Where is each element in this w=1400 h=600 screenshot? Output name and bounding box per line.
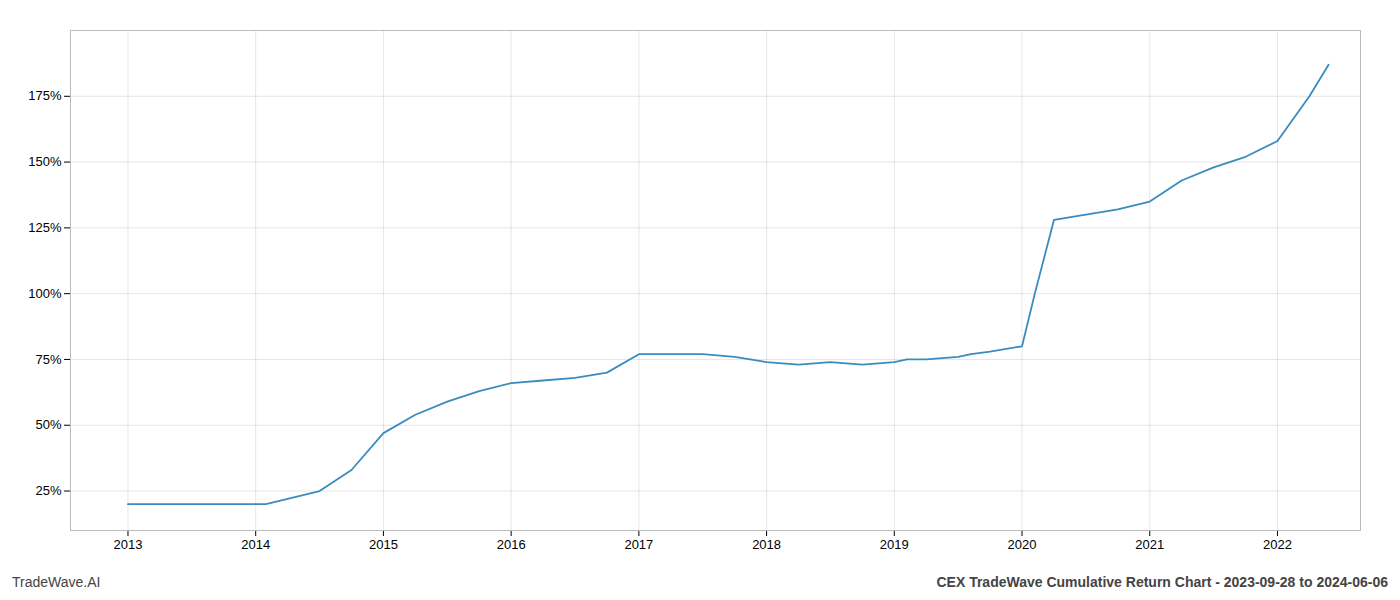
svg-text:2019: 2019	[880, 537, 909, 552]
svg-text:2017: 2017	[624, 537, 653, 552]
svg-text:150%: 150%	[28, 154, 62, 169]
svg-text:50%: 50%	[35, 417, 61, 432]
svg-text:2015: 2015	[369, 537, 398, 552]
svg-text:2013: 2013	[114, 537, 143, 552]
svg-text:25%: 25%	[35, 483, 61, 498]
svg-text:2016: 2016	[497, 537, 526, 552]
html-text:TradeWave.AI: TradeWave.AI	[12, 574, 101, 590]
svg-text:2021: 2021	[1135, 537, 1164, 552]
svg-text:175%: 175%	[28, 88, 62, 103]
svg-text:2014: 2014	[241, 537, 270, 552]
svg-text:100%: 100%	[28, 286, 62, 301]
svg-text:2020: 2020	[1008, 537, 1037, 552]
svg-text:2018: 2018	[752, 537, 781, 552]
svg-text:125%: 125%	[28, 220, 62, 235]
html-text:CEX TradeWave Cumulative Retur: CEX TradeWave Cumulative Return Chart - …	[936, 574, 1388, 590]
svg-text:2022: 2022	[1263, 537, 1292, 552]
svg-text:75%: 75%	[35, 352, 61, 367]
